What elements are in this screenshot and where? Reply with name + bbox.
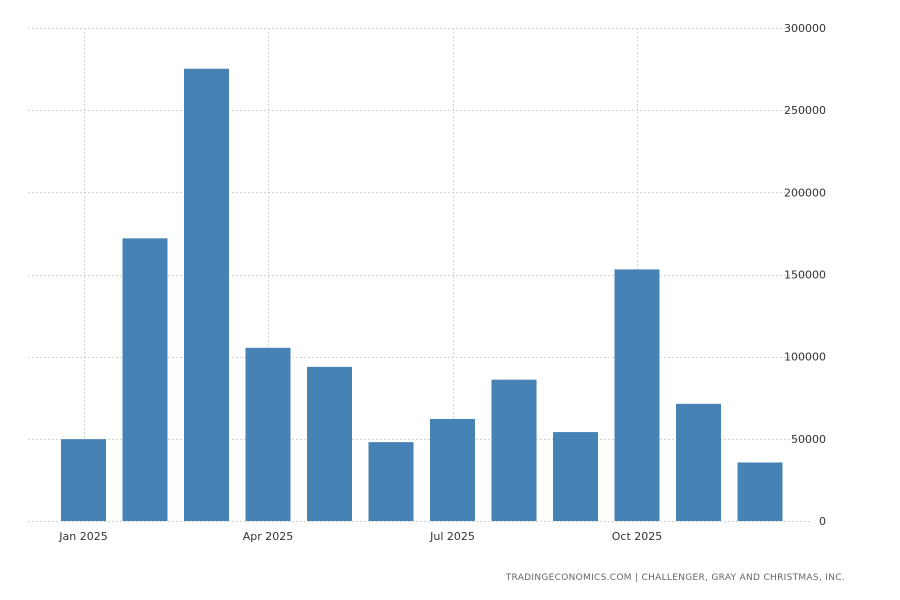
bar-sep-2025	[553, 432, 598, 521]
y-tick-label: 150000	[784, 269, 826, 282]
x-axis-ticks: Jan 2025 Apr 2025 Jul 2025 Oct 2025	[58, 530, 662, 543]
bar-jul-2025	[430, 418, 475, 521]
bar-oct-2025	[614, 269, 660, 521]
bar-dec-2025	[737, 462, 783, 521]
y-tick-label: 100000	[784, 351, 826, 364]
bar-mar-2025	[184, 68, 229, 521]
bar-nov-2025	[676, 403, 721, 521]
y-tick-label: 250000	[784, 104, 826, 117]
bar-aug-2025	[491, 379, 537, 521]
source-caption: TRADINGECONOMICS.COM | CHALLENGER, GRAY …	[505, 573, 845, 583]
bar-apr-2025	[245, 347, 291, 521]
y-tick-label: 200000	[784, 186, 826, 199]
y-tick-label: 300000	[784, 22, 826, 35]
x-tick-label: Jan 2025	[58, 530, 107, 543]
bar-may-2025	[307, 366, 352, 521]
x-tick-label: Jul 2025	[429, 530, 475, 543]
bar-jan-2025	[61, 439, 106, 521]
y-tick-label: 0	[819, 515, 826, 528]
bar-feb-2025	[122, 238, 168, 521]
x-tick-label: Apr 2025	[243, 530, 294, 543]
bar-jun-2025	[368, 442, 414, 521]
bars	[61, 68, 783, 521]
y-tick-label: 50000	[791, 433, 826, 446]
x-tick-label: Oct 2025	[612, 530, 663, 543]
y-axis-ticks: 0 50000 100000 150000 200000 250000 300000	[784, 22, 826, 528]
